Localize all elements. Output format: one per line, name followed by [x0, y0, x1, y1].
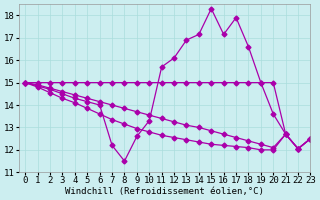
X-axis label: Windchill (Refroidissement éolien,°C): Windchill (Refroidissement éolien,°C) [65, 187, 264, 196]
